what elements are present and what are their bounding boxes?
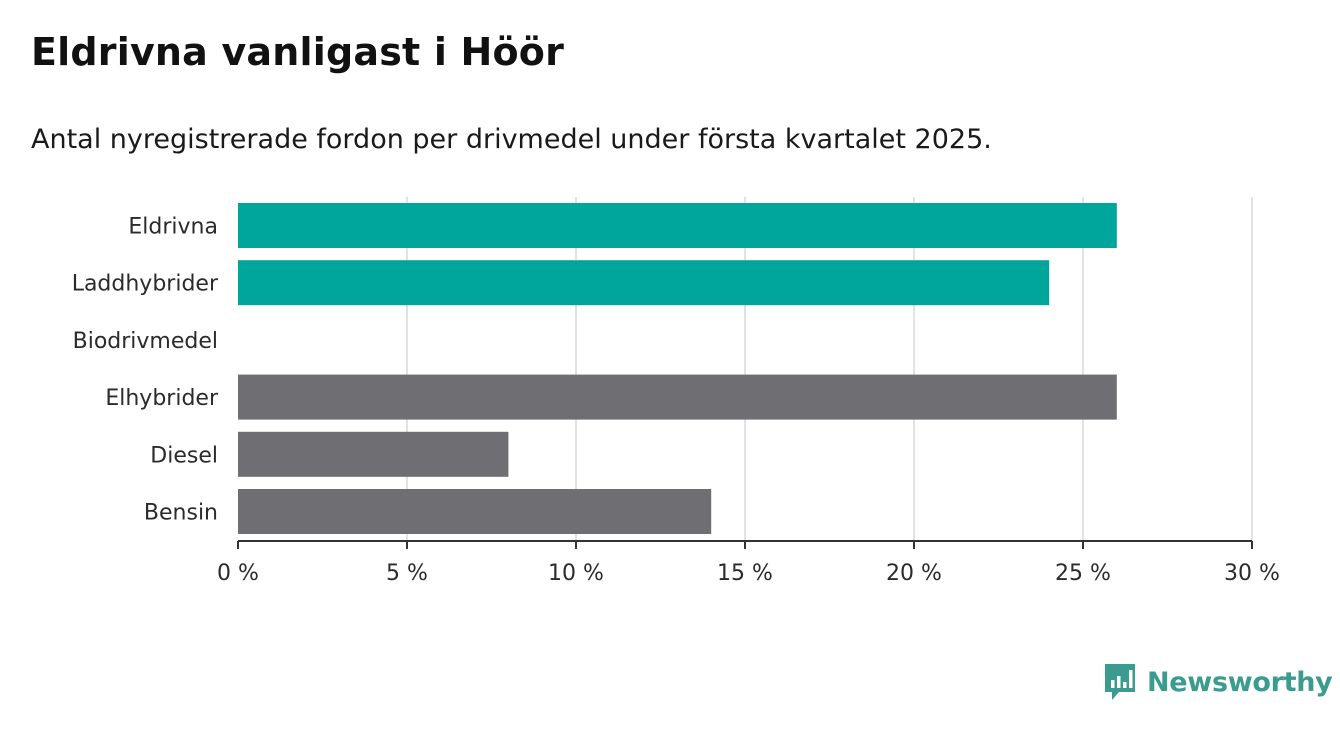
brand-name: Newsworthy	[1147, 666, 1333, 698]
category-label: Elhybrider	[105, 386, 219, 411]
bar-elhybrider	[238, 374, 1117, 420]
brand-logo: Newsworthy	[1103, 662, 1333, 702]
x-axis: 0 % 5 % 10 % 15 % 20 % 25 % 30 %	[217, 540, 1280, 586]
category-label: Eldrivna	[128, 215, 218, 240]
x-tick-label: 20 %	[886, 561, 942, 586]
bar-eldrivna	[238, 203, 1117, 248]
chart-subtitle: Antal nyregistrerade fordon per drivmede…	[31, 124, 992, 155]
category-label: Biodrivmedel	[73, 329, 218, 354]
bar-bensin	[238, 489, 712, 534]
category-label: Bensin	[144, 501, 218, 526]
x-tick-label: 10 %	[548, 561, 604, 586]
x-tick-label: 15 %	[717, 561, 773, 586]
category-label: Laddhybrider	[72, 272, 219, 297]
bar-laddhybrider	[238, 260, 1050, 306]
x-tick-label: 30 %	[1224, 561, 1280, 586]
x-tick-label: 25 %	[1055, 561, 1111, 586]
bar-diesel	[238, 431, 509, 477]
newsworthy-logo-icon	[1105, 664, 1135, 700]
gridlines	[406, 197, 1253, 541]
x-tick-label: 0 %	[217, 561, 259, 586]
category-label: Diesel	[150, 443, 218, 468]
bars	[238, 203, 1117, 534]
category-labels: Eldrivna Laddhybrider Biodrivmedel Elhybrid…	[72, 215, 219, 526]
chart-title: Eldrivna vanligast i Höör	[31, 30, 565, 74]
x-tick-label: 5 %	[386, 561, 428, 586]
